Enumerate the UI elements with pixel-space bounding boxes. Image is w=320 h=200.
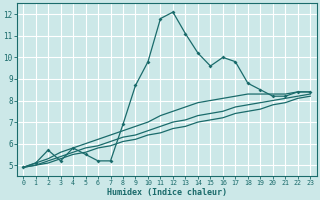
X-axis label: Humidex (Indice chaleur): Humidex (Indice chaleur) <box>107 188 227 197</box>
